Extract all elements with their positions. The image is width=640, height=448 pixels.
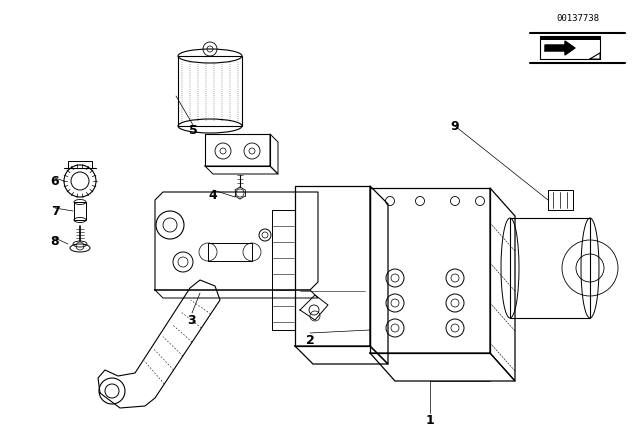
Text: 8: 8	[51, 234, 60, 247]
Polygon shape	[545, 41, 575, 55]
Text: 00137738: 00137738	[557, 13, 600, 22]
Text: 7: 7	[51, 204, 60, 217]
Bar	[74, 202, 86, 220]
Polygon shape	[590, 53, 600, 59]
Text: 4: 4	[209, 189, 218, 202]
Text: 5: 5	[189, 124, 197, 137]
Bar	[510, 218, 590, 318]
Bar	[68, 161, 92, 168]
Bar	[178, 56, 242, 126]
Text: 9: 9	[451, 120, 460, 133]
Text: 1: 1	[426, 414, 435, 426]
Text: 3: 3	[188, 314, 196, 327]
Text: 6: 6	[51, 175, 60, 188]
Bar	[535, 34, 615, 61]
Text: 2: 2	[306, 333, 314, 346]
Bar	[205, 134, 270, 166]
Bar	[540, 36, 600, 40]
